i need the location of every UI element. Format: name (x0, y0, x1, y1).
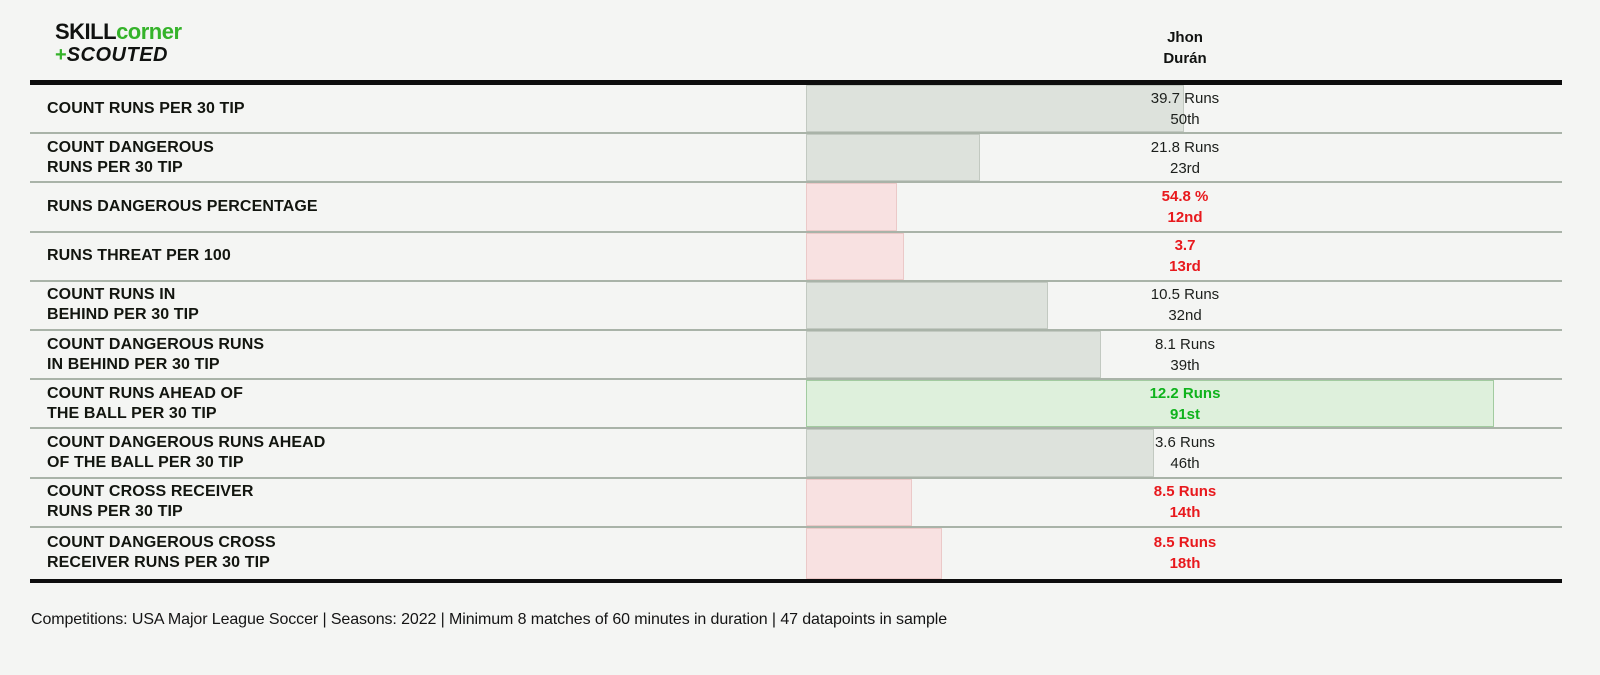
metric-value: 8.5 Runs 14th (1055, 481, 1315, 523)
metric-label: COUNT RUNS IN BEHIND PER 30 TIP (47, 285, 199, 325)
skillcorner-scouted-logo: SKILLcorner +SCOUTED (55, 21, 182, 66)
logo-plus-icon: + (55, 44, 67, 66)
sample-info-footnote: Competitions: USA Major League Soccer | … (31, 611, 948, 628)
metric-label-line: RUNS PER 30 TIP (47, 503, 183, 521)
logo-scouted: +SCOUTED (55, 45, 182, 65)
metric-value: 12.2 Runs 91st (1055, 383, 1315, 425)
percentile-bar (806, 429, 1154, 477)
metric-row: COUNT DANGEROUS RUNS IN BEHIND PER 30 TIP… (30, 330, 1562, 381)
metric-label-line: COUNT DANGEROUS RUNS (47, 335, 265, 353)
metric-label-line: COUNT CROSS RECEIVER (47, 483, 254, 501)
metric-value: 21.8 Runs 23rd (1055, 137, 1315, 179)
metric-value-amount: 39.7 Runs (1150, 89, 1220, 107)
percentile-bar (806, 85, 1184, 133)
metric-value-amount: 21.8 Runs (1150, 138, 1220, 156)
metric-value: 3.7 13rd (1055, 235, 1315, 277)
metric-value-percentile: 50th (1170, 110, 1200, 128)
metric-label-line: BEHIND PER 30 TIP (47, 306, 199, 324)
metric-row: COUNT DANGEROUS RUNS AHEAD OF THE BALL PE… (30, 429, 1562, 479)
percentile-bar (806, 232, 905, 280)
metric-label-line: RUNS DANGEROUS PERCENTAGE (47, 197, 318, 215)
metric-row: COUNT RUNS PER 30 TIP 39.7 Runs 50th (30, 85, 1562, 135)
metric-label-line: RECEIVER RUNS PER 30 TIP (47, 554, 270, 572)
metric-value-amount: 8.5 Runs (1153, 483, 1217, 501)
metric-label-line: COUNT DANGEROUS (47, 138, 214, 156)
percentile-bar (806, 134, 980, 182)
metric-label-line: COUNT RUNS PER 30 TIP (47, 99, 245, 117)
percentile-bar (806, 527, 943, 579)
metric-value-percentile: 18th (1169, 555, 1201, 573)
metric-value-percentile: 14th (1169, 504, 1201, 522)
metric-row: RUNS THREAT PER 100 3.7 13rd (30, 232, 1562, 282)
metric-label: RUNS DANGEROUS PERCENTAGE (47, 197, 318, 217)
logo-scouted-text: SCOUTED (66, 44, 168, 66)
metric-label: COUNT DANGEROUS CROSS RECEIVER RUNS PER 3… (47, 533, 276, 573)
metric-row: COUNT DANGEROUS RUNS PER 30 TIP 21.8 Runs 2… (30, 134, 1562, 184)
metric-value-percentile: 91st (1169, 405, 1201, 423)
metric-row: COUNT RUNS IN BEHIND PER 30 TIP 10.5 Runs 3… (30, 281, 1562, 331)
metric-value-amount: 10.5 Runs (1150, 286, 1220, 304)
metric-value-amount: 54.8 % (1161, 187, 1209, 205)
percentile-bar (806, 330, 1101, 379)
metric-value: 39.7 Runs 50th (1055, 88, 1315, 130)
player-name: Jhon Durán (1085, 27, 1285, 69)
metric-value-percentile: 13rd (1169, 258, 1201, 276)
metric-label-line: THE BALL PER 30 TIP (47, 404, 217, 422)
metric-value-amount: 8.5 Runs (1153, 534, 1217, 552)
metric-value: 8.5 Runs 18th (1055, 532, 1315, 574)
chart-rows: COUNT RUNS PER 30 TIP 39.7 Runs 50th COUNT … (30, 85, 1562, 579)
metric-value: 54.8 % 12nd (1055, 186, 1315, 228)
player-first-name: Jhon (1167, 29, 1203, 46)
metric-value: 8.1 Runs 39th (1055, 334, 1315, 376)
metric-label-line: OF THE BALL PER 30 TIP (47, 453, 244, 471)
metric-label-line: RUNS THREAT PER 100 (47, 247, 231, 265)
percentile-bar (806, 380, 1494, 428)
metric-value-amount: 3.7 (1174, 237, 1196, 255)
percentile-bar (806, 281, 1048, 329)
metric-value: 10.5 Runs 32nd (1055, 284, 1315, 326)
metric-label: COUNT CROSS RECEIVER RUNS PER 30 TIP (47, 482, 253, 522)
metric-value-percentile: 46th (1170, 454, 1200, 472)
metric-value-amount: 8.1 Runs (1154, 335, 1216, 353)
metric-row: COUNT DANGEROUS CROSS RECEIVER RUNS PER 3… (30, 527, 1562, 579)
metric-label: COUNT RUNS PER 30 TIP (47, 99, 245, 119)
percentile-bar (806, 478, 912, 526)
metric-label-line: COUNT DANGEROUS RUNS AHEAD (47, 433, 326, 451)
metric-label-line: COUNT DANGEROUS CROSS (47, 534, 276, 552)
player-last-name: Durán (1163, 50, 1207, 67)
metric-value: 3.6 Runs 46th (1055, 432, 1315, 474)
metric-label-line: RUNS PER 30 TIP (47, 158, 183, 176)
metric-label: COUNT DANGEROUS RUNS AHEAD OF THE BALL PE… (47, 433, 325, 473)
metric-value-percentile: 32nd (1168, 307, 1202, 325)
metric-label-line: COUNT RUNS AHEAD OF (47, 384, 243, 402)
percentile-bar (806, 183, 897, 231)
metric-row: COUNT RUNS AHEAD OF THE BALL PER 30 TIP 12… (30, 380, 1562, 430)
metric-value-percentile: 39th (1170, 356, 1200, 374)
metric-value-percentile: 12nd (1167, 208, 1203, 226)
metric-label-line: COUNT RUNS IN (47, 286, 176, 304)
logo-corner-text: corner (116, 19, 182, 44)
metric-label: RUNS THREAT PER 100 (47, 246, 231, 266)
percentile-bar-chart: COUNT RUNS PER 30 TIP 39.7 Runs 50th COUNT … (30, 80, 1562, 583)
metric-label: COUNT DANGEROUS RUNS IN BEHIND PER 30 TIP (47, 335, 264, 375)
metric-row: COUNT CROSS RECEIVER RUNS PER 30 TIP 8.5 R… (30, 478, 1562, 528)
metric-row: RUNS DANGEROUS PERCENTAGE 54.8 % 12nd (30, 183, 1562, 233)
metric-value-amount: 3.6 Runs (1154, 433, 1216, 451)
logo-skill-text: SKILL (55, 19, 117, 44)
metric-label: COUNT DANGEROUS RUNS PER 30 TIP (47, 138, 214, 178)
metric-value-amount: 12.2 Runs (1149, 384, 1221, 402)
logo-skillcorner: SKILLcorner (55, 21, 182, 43)
metric-value-percentile: 23rd (1169, 159, 1201, 177)
metric-label: COUNT RUNS AHEAD OF THE BALL PER 30 TIP (47, 384, 243, 424)
metric-label-line: IN BEHIND PER 30 TIP (47, 355, 220, 373)
